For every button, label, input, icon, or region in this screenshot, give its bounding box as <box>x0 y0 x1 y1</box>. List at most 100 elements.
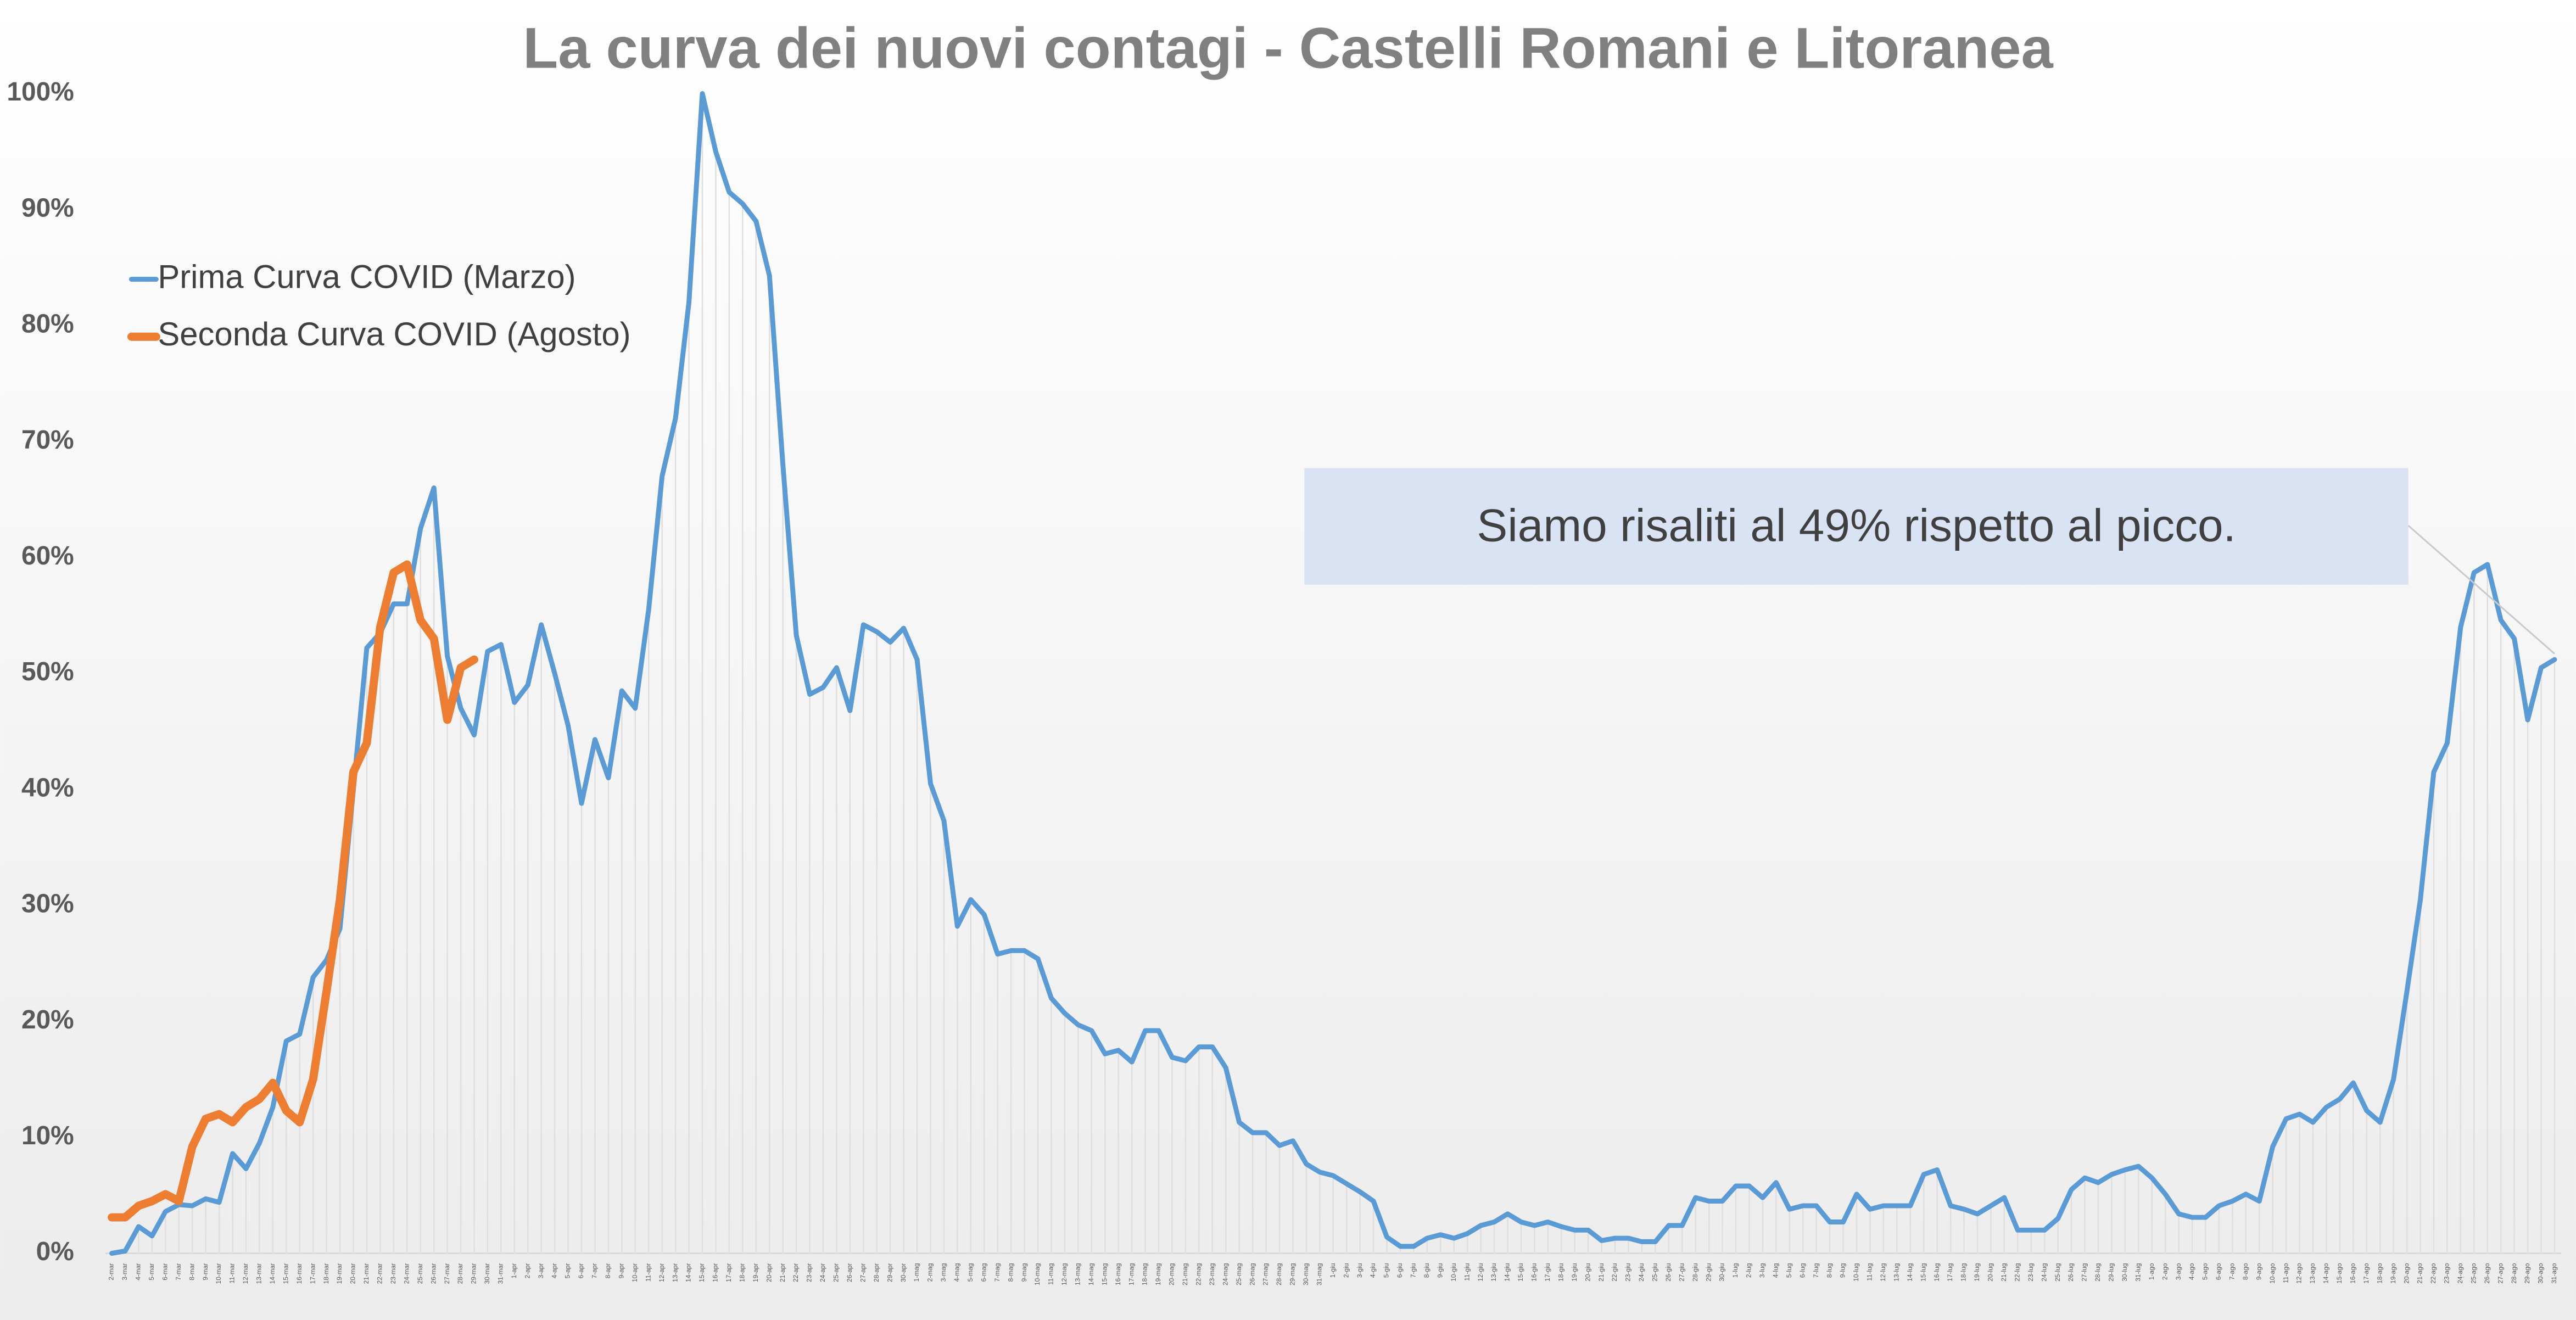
x-tick-label: 25-mar <box>416 1263 424 1284</box>
x-tick-label: 24-giu <box>1638 1263 1645 1281</box>
x-tick-label: 3-apr <box>537 1263 545 1278</box>
x-tick-label: 29-giu <box>1705 1263 1712 1281</box>
x-tick-label: 21-mar <box>362 1263 370 1284</box>
x-tick-label: 11-mar <box>228 1263 236 1283</box>
x-tick-label: 31-lug <box>2134 1263 2142 1281</box>
x-tick-label: 30-mar <box>483 1263 491 1284</box>
x-tick-label: 29-apr <box>886 1263 893 1282</box>
y-tick-label: 40% <box>21 773 74 802</box>
x-tick-label: 23-mag <box>1208 1263 1216 1285</box>
x-tick-label: 9-mar <box>202 1263 209 1280</box>
x-tick-label: 13-apr <box>671 1263 679 1282</box>
x-tick-label: 22-apr <box>792 1263 800 1282</box>
x-tick-label: 11-lug <box>1866 1263 1874 1280</box>
x-tick-label: 11-giu <box>1463 1263 1471 1280</box>
x-tick-label: 24-ago <box>2456 1263 2464 1284</box>
x-tick-label: 15-apr <box>698 1263 706 1282</box>
x-tick-label: 20-mag <box>1168 1263 1176 1285</box>
annotation-text: Siamo risaliti al 49% rispetto al picco. <box>1477 499 2236 551</box>
x-tick-label: 5-ago <box>2201 1263 2209 1280</box>
x-tick-label: 28-ago <box>2510 1263 2518 1284</box>
series-line <box>109 91 2557 1256</box>
x-tick-label: 26-mag <box>1248 1263 1256 1285</box>
x-tick-label: 6-apr <box>577 1263 585 1278</box>
x-tick-label: 11-apr <box>644 1263 652 1282</box>
x-tick-label: 21-apr <box>779 1263 786 1282</box>
x-tick-label: 21-ago <box>2416 1263 2424 1284</box>
x-tick-label: 2-ago <box>2161 1263 2169 1280</box>
x-tick-label: 15-lug <box>1919 1263 1927 1281</box>
x-tick-label: 27-mag <box>1262 1263 1270 1285</box>
x-tick-label: 16-lug <box>1933 1263 1941 1281</box>
x-tick-label: 8-apr <box>604 1263 612 1278</box>
x-tick-label: 1-giu <box>1329 1263 1337 1278</box>
x-tick-label: 23-ago <box>2443 1263 2451 1284</box>
x-tick-label: 8-ago <box>2242 1263 2249 1280</box>
x-tick-label: 28-apr <box>873 1263 880 1282</box>
x-tick-label: 23-mar <box>389 1263 397 1284</box>
x-tick-label: 26-mar <box>429 1263 437 1284</box>
x-tick-label: 14-ago <box>2322 1263 2330 1284</box>
x-tick-label: 14-giu <box>1504 1263 1511 1281</box>
x-tick-label: 9-giu <box>1436 1263 1444 1278</box>
x-tick-label: 22-giu <box>1611 1263 1618 1281</box>
x-tick-label: 12-mar <box>242 1263 249 1284</box>
x-tick-label: 3-giu <box>1356 1263 1364 1278</box>
x-tick-label: 18-ago <box>2376 1263 2383 1284</box>
x-tick-label: 5-mar <box>148 1263 155 1280</box>
x-tick-label: 29-mar <box>470 1263 478 1284</box>
x-tick-label: 20-mar <box>349 1263 357 1284</box>
x-tick-label: 25-apr <box>832 1263 840 1282</box>
x-tick-label: 7-lug <box>1812 1263 1820 1278</box>
x-tick-label: 30-ago <box>2537 1263 2545 1284</box>
x-tick-label: 19-giu <box>1571 1263 1578 1281</box>
x-tick-label: 3-lug <box>1758 1263 1766 1278</box>
x-tick-label: 31-mar <box>497 1263 505 1284</box>
x-tick-label: 8-mag <box>1007 1263 1014 1282</box>
x-tick-label: 4-mar <box>135 1263 142 1280</box>
legend-label: Seconda Curva COVID (Agosto) <box>158 316 630 353</box>
x-tick-label: 1-mag <box>913 1263 920 1282</box>
x-tick-label: 9-mag <box>1020 1263 1028 1282</box>
x-tick-label: 2-mag <box>926 1263 934 1282</box>
x-tick-label: 16-mar <box>295 1263 303 1284</box>
x-tick-label: 10-mar <box>215 1263 222 1284</box>
x-tick-label: 14-mar <box>269 1263 276 1284</box>
x-tick-label: 30-apr <box>899 1263 907 1282</box>
x-tick-label: 19-mar <box>336 1263 343 1284</box>
x-tick-label: 12-mag <box>1060 1263 1068 1285</box>
x-tick-label: 10-giu <box>1450 1263 1457 1281</box>
x-tick-label: 18-mag <box>1141 1263 1149 1285</box>
x-tick-label: 2-giu <box>1342 1263 1350 1278</box>
x-tick-label: 1-apr <box>510 1263 518 1278</box>
x-tick-label: 25-giu <box>1651 1263 1659 1281</box>
x-tick-label: 14-lug <box>1906 1263 1914 1281</box>
x-tick-label: 10-apr <box>631 1263 639 1282</box>
x-tick-label: 7-apr <box>591 1263 599 1278</box>
x-tick-label: 21-giu <box>1597 1263 1605 1281</box>
x-tick-label: 7-giu <box>1410 1263 1417 1278</box>
x-tick-label: 18-giu <box>1557 1263 1564 1281</box>
x-tick-label: 20-ago <box>2402 1263 2410 1284</box>
x-tick-label: 20-apr <box>765 1263 773 1282</box>
x-tick-label: 1-ago <box>2148 1263 2155 1280</box>
x-tick-label: 28-mar <box>456 1263 464 1284</box>
x-tick-label: 4-apr <box>550 1263 558 1278</box>
plot-area: 0% 10% 20% 30% 40% 50% 60% 70% 80% 90% 100% 2-mar 3-… <box>7 77 2561 1285</box>
x-tick-label: 6-giu <box>1396 1263 1404 1278</box>
x-tick-label: 19-ago <box>2389 1263 2397 1284</box>
x-tick-label: 15-giu <box>1517 1263 1524 1281</box>
x-tick-label: 5-lug <box>1785 1263 1793 1278</box>
x-tick-label: 31-ago <box>2550 1263 2558 1284</box>
x-tick-label: 22-ago <box>2429 1263 2437 1284</box>
x-tick-label: 12-giu <box>1477 1263 1484 1281</box>
x-tick-label: 8-giu <box>1423 1263 1431 1278</box>
x-tick-label: 13-mag <box>1074 1263 1082 1285</box>
chart-title: La curva dei nuovi contagi - Castelli Ro… <box>523 16 2053 80</box>
x-tick-label: 20-giu <box>1584 1263 1591 1281</box>
x-tick-label: 6-lug <box>1798 1263 1806 1278</box>
x-tick-label: 21-mag <box>1181 1263 1189 1285</box>
x-tick-label: 17-mar <box>309 1263 316 1284</box>
